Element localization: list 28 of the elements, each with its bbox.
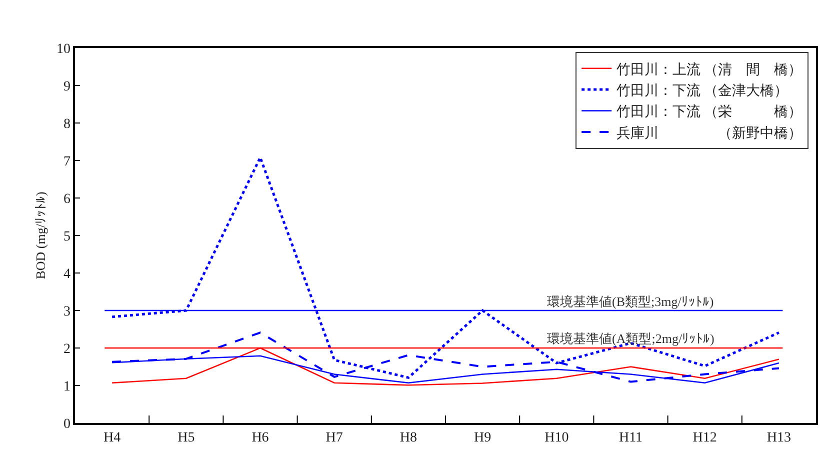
legend-label: 竹田川：下流 （栄 橋） — [616, 104, 802, 120]
legend-label: 竹田川：上流 （清 間 橋） — [616, 62, 802, 78]
x-tick-label: H12 — [692, 430, 717, 446]
y-tick-label: 9 — [63, 79, 70, 94]
y-tick-label: 1 — [63, 379, 70, 394]
x-tick-label: H9 — [474, 430, 492, 446]
x-tick-label: H7 — [326, 430, 343, 446]
x-tick-label: H4 — [103, 430, 121, 446]
y-tick-label: 8 — [63, 116, 70, 132]
y-tick-label: 7 — [63, 154, 70, 170]
legend-label: 竹田川：下流 （金津大橋） — [616, 83, 788, 100]
y-tick-label: 3 — [63, 304, 70, 320]
y-tick-label: 2 — [63, 342, 70, 357]
y-tick-label: 6 — [63, 192, 70, 207]
y-axis-title: BOD (mg/ﾘｯﾄﾙ) — [32, 192, 48, 280]
y-tick-label: 10 — [56, 42, 70, 57]
y-tick-label: 5 — [63, 229, 70, 244]
ref-line-label: 環境基準値(A類型;2mg/ﾘｯﾄﾙ) — [547, 331, 714, 346]
y-tick-label: 0 — [63, 416, 70, 432]
y-tick-label: 4 — [63, 266, 70, 282]
x-tick-label: H10 — [544, 430, 569, 446]
x-tick-label: H5 — [178, 430, 195, 446]
x-tick-label: H11 — [618, 430, 643, 446]
x-tick-label: H13 — [766, 430, 792, 446]
x-tick-label: H8 — [400, 430, 418, 446]
ref-line-label: 環境基準値(B類型;3mg/ﾘｯﾄﾙ) — [547, 294, 714, 309]
x-tick-label: H6 — [252, 430, 269, 446]
legend-label: 兵庫川 （新野中橋） — [616, 125, 802, 142]
